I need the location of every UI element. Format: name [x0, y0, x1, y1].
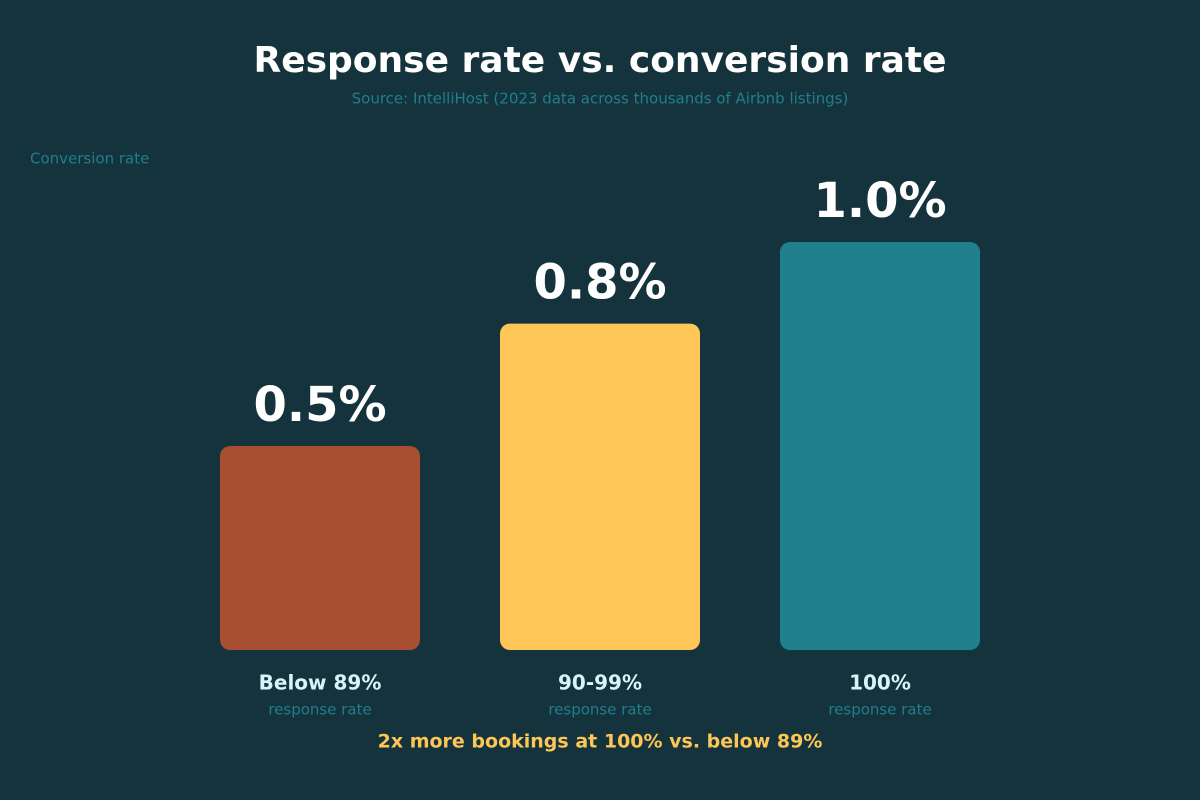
value-label: 1.0%: [813, 173, 946, 229]
x-tick-sublabel: response rate: [828, 701, 931, 719]
x-tick-sublabel: response rate: [548, 701, 651, 719]
bar: [220, 446, 420, 650]
bar: [780, 242, 980, 650]
x-tick-sublabel: response rate: [268, 701, 371, 719]
x-tick-label: 90-99%: [558, 671, 642, 695]
value-label: 0.5%: [253, 377, 386, 433]
bar: [500, 323, 700, 650]
annotation: 2x more bookings at 100% vs. below 89%: [378, 731, 823, 753]
chart-title: Response rate vs. conversion rate: [253, 40, 946, 81]
chart-subtitle: Source: IntelliHost (2023 data across th…: [352, 90, 849, 108]
y-axis-label: Conversion rate: [30, 150, 149, 168]
x-tick-label: Below 89%: [259, 671, 382, 695]
x-tick-label: 100%: [849, 671, 911, 695]
value-label: 0.8%: [533, 255, 666, 311]
